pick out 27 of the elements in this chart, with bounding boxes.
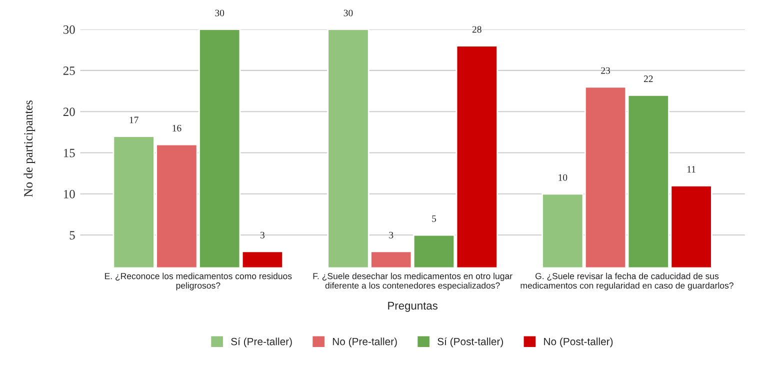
data-label: 5 [432,215,436,222]
y-tick-label: 5 [70,231,75,240]
data-label: 30 [215,10,224,16]
data-label: 28 [472,26,482,33]
data-label: 30 [344,10,353,16]
y-tick-label: 30 [63,25,75,34]
x-tick-label: G. ¿Suele revisar la fecha de caducidad de sus medicamentos con regularidad en caso de guardarlos? [520,272,734,290]
x-axis-title: Preguntas [388,302,438,312]
data-label: 16 [172,124,182,132]
data-label: 22 [644,76,653,82]
y-axis-title: No de participantes [24,100,36,197]
x-tick-label: F. ¿Suele desechar los medicamentos en otro lugar diferente a los contenedores especializados? [313,272,512,290]
y-tick-label: 10 [64,190,75,198]
x-tick-label: E. ¿Reconoce los medicamentos como residuos peligrosos? [105,272,292,290]
data-label: 3 [260,232,265,238]
legend-label: Sí (Post-taller) [438,337,504,348]
data-label: 17 [130,116,138,124]
legend-label: No (Pre-taller) [332,338,397,348]
legend-label: Sí (Pre-taller) [231,337,292,348]
data-label: 23 [601,67,610,74]
data-label: 11 [687,166,696,172]
data-label: 3 [389,232,394,238]
y-tick-label: 20 [63,108,75,116]
legend-label: No (Post-taller) [544,338,613,348]
data-label: 10 [558,174,568,181]
y-tick-label: 15 [64,148,75,158]
y-tick-label: 25 [63,66,75,75]
